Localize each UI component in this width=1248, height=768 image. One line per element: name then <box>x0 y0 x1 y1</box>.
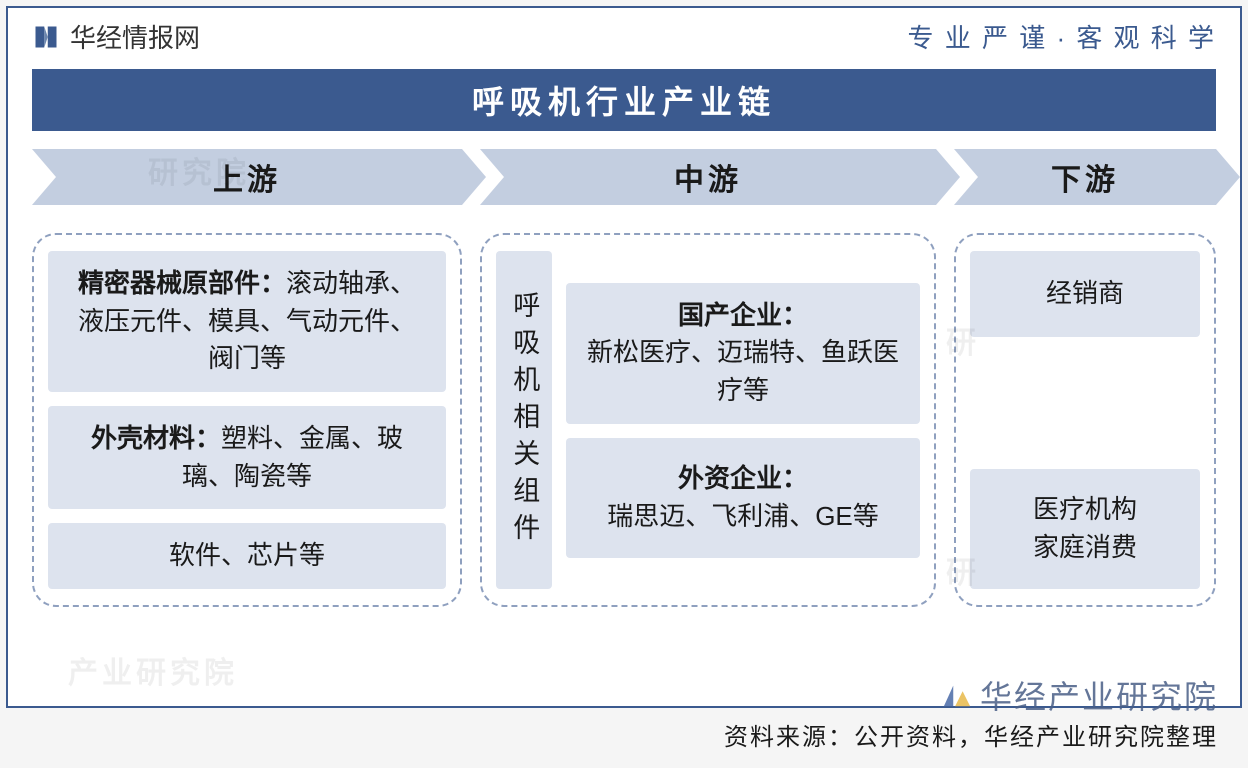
header: 华经情报网 专 业 严 谨 · 客 观 科 学 <box>8 8 1240 63</box>
downstream-box-consumer: 医疗机构 家庭消费 <box>970 469 1200 589</box>
upstream-column: 精密器械原部件：滚动轴承、液压元件、模具、气动元件、阀门等 外壳材料：塑料、金属… <box>32 233 462 607</box>
midstream-box2-body: 瑞思迈、飞利浦、GE等 <box>607 498 879 536</box>
tagline: 专 业 严 谨 · 客 观 科 学 <box>908 18 1216 55</box>
midstream-box1-label: 国产企业： <box>678 300 808 330</box>
midstream-box1-body: 新松医疗、迈瑞特、鱼跃医疗等 <box>584 334 902 409</box>
upstream-box2-label: 外壳材料： <box>91 423 221 453</box>
midstream-vertical-label: 呼吸机相关组件 <box>496 251 552 589</box>
downstream-box2-line2: 家庭消费 <box>1033 529 1137 567</box>
brand-block: 华经情报网 <box>32 18 200 55</box>
midstream-box2-label: 外资企业： <box>678 463 808 493</box>
watermark-text: 华经产业研究院 <box>980 672 1218 718</box>
stage-arrows-row: 上游 中游 下游 <box>8 149 1240 205</box>
midstream-right-group: 国产企业： 新松医疗、迈瑞特、鱼跃医疗等 外资企业： 瑞思迈、飞利浦、GE等 <box>566 251 920 589</box>
main-title: 呼吸机行业产业链 <box>32 69 1216 131</box>
downstream-column: 经销商 医疗机构 家庭消费 <box>954 233 1216 607</box>
arrow-upstream-label: 上游 <box>213 155 281 199</box>
arrow-downstream: 下游 <box>954 149 1216 205</box>
midstream-box-foreign: 外资企业： 瑞思迈、飞利浦、GE等 <box>566 438 920 558</box>
bg-watermark-4: 产业研究院 <box>68 648 238 692</box>
upstream-box1-label: 精密器械原部件： <box>78 268 286 298</box>
columns-row: 精密器械原部件：滚动轴承、液压元件、模具、气动元件、阀门等 外壳材料：塑料、金属… <box>8 205 1240 607</box>
arrow-midstream-label: 中游 <box>674 155 742 199</box>
upstream-box-materials: 外壳材料：塑料、金属、玻璃、陶瓷等 <box>48 406 446 509</box>
watermark-icon <box>942 680 972 710</box>
downstream-box2-line1: 医疗机构 <box>1033 491 1137 529</box>
source-citation: 资料来源：公开资料，华经产业研究院整理 <box>724 717 1218 752</box>
logo-icon <box>32 23 60 51</box>
midstream-column: 呼吸机相关组件 国产企业： 新松医疗、迈瑞特、鱼跃医疗等 外资企业： 瑞思迈、飞… <box>480 233 936 607</box>
upstream-box-components: 精密器械原部件：滚动轴承、液压元件、模具、气动元件、阀门等 <box>48 251 446 392</box>
arrow-downstream-label: 下游 <box>1051 155 1119 199</box>
arrow-upstream: 上游 <box>32 149 462 205</box>
midstream-box-domestic: 国产企业： 新松医疗、迈瑞特、鱼跃医疗等 <box>566 283 920 424</box>
watermark-block: 华经产业研究院 <box>942 672 1218 718</box>
brand-name: 华经情报网 <box>70 18 200 55</box>
upstream-box-software: 软件、芯片等 <box>48 523 446 589</box>
diagram-frame: 华经情报网 专 业 严 谨 · 客 观 科 学 呼吸机行业产业链 上游 中游 下… <box>6 6 1242 708</box>
downstream-box-distributor: 经销商 <box>970 251 1200 337</box>
arrow-midstream: 中游 <box>480 149 936 205</box>
